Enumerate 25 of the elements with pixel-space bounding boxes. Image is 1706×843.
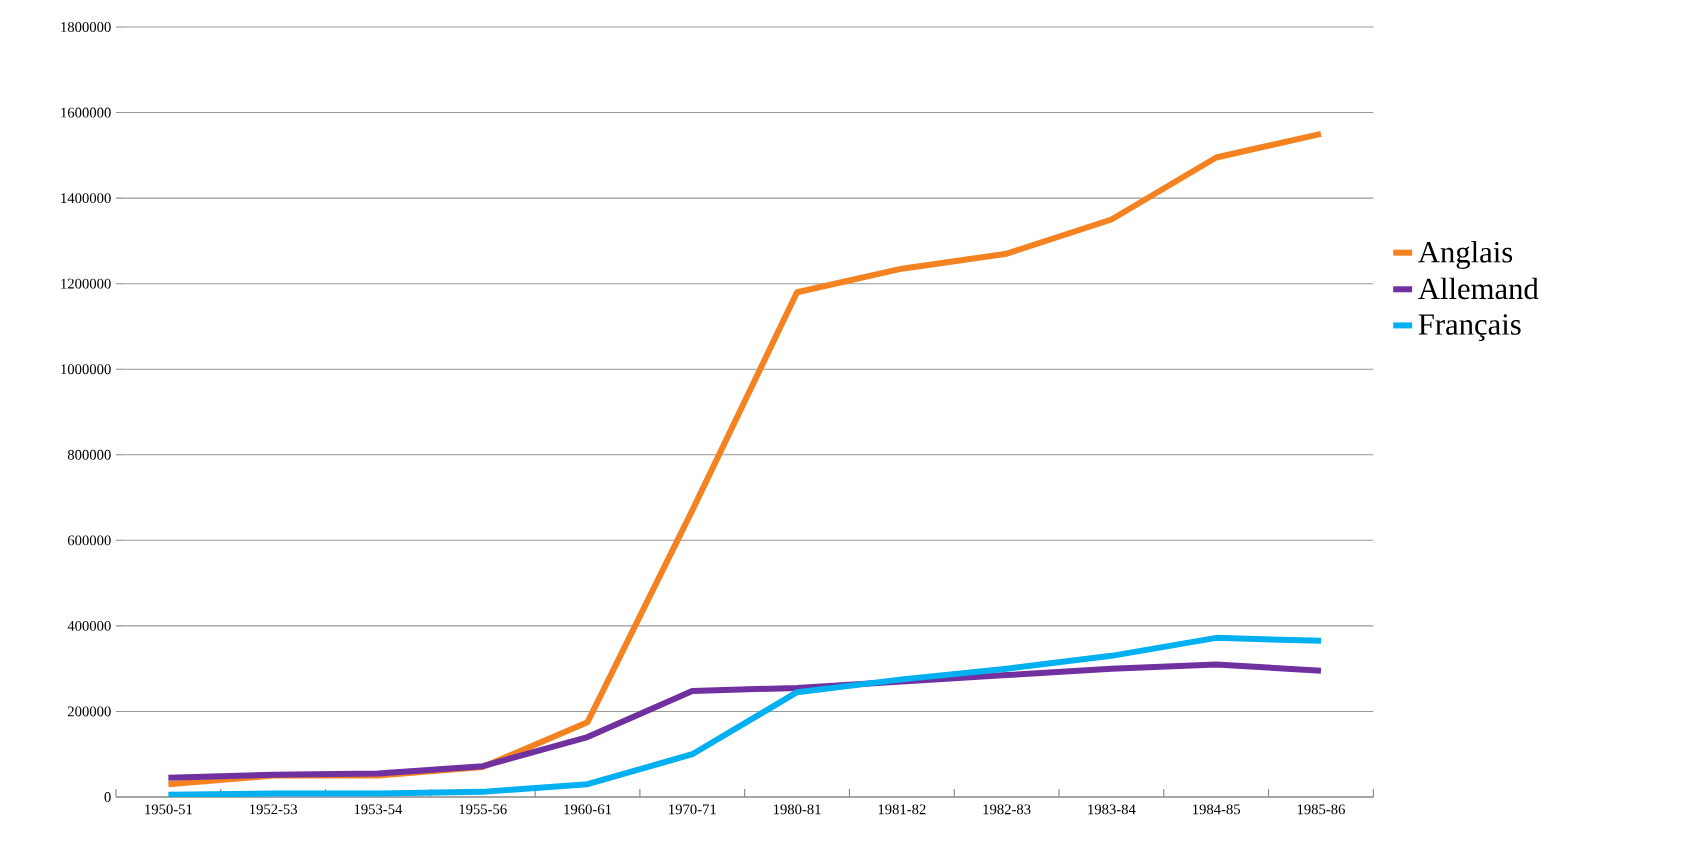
- x-tick-label: 1950-51: [145, 804, 192, 815]
- x-tick-label: 1981-82: [878, 804, 926, 815]
- x-tick-label: 1984-85: [1193, 804, 1241, 815]
- legend-label: Français: [1418, 314, 1521, 342]
- x-tick-label: 1983-84: [1088, 804, 1136, 815]
- y-tick-label: 1600000: [61, 107, 111, 118]
- y-tick-label: 0: [104, 792, 111, 802]
- x-tick-label: 1985-86: [1297, 804, 1345, 815]
- y-tick-label: 1000000: [61, 364, 111, 375]
- x-tick-label: 1970-71: [669, 804, 716, 815]
- y-tick-label: 200000: [67, 706, 111, 717]
- x-tick-label: 1952-53: [250, 804, 298, 815]
- y-tick-label: 800000: [67, 449, 111, 460]
- legend-label: Allemand: [1418, 277, 1539, 300]
- y-tick-label: 600000: [67, 535, 111, 546]
- x-tick-label: 1982-83: [983, 804, 1031, 815]
- y-tick-label: 1200000: [61, 278, 111, 289]
- legend-label: Anglais: [1418, 241, 1513, 269]
- y-tick-label: 1400000: [61, 193, 111, 204]
- x-tick-label: 1953-54: [354, 804, 403, 815]
- x-tick-label: 1980-81: [773, 804, 821, 815]
- x-tick-label: 1955-56: [459, 804, 507, 815]
- y-tick-label: 400000: [67, 620, 111, 631]
- y-tick-label: 1800000: [61, 22, 111, 32]
- x-tick-label: 1960-61: [564, 804, 612, 815]
